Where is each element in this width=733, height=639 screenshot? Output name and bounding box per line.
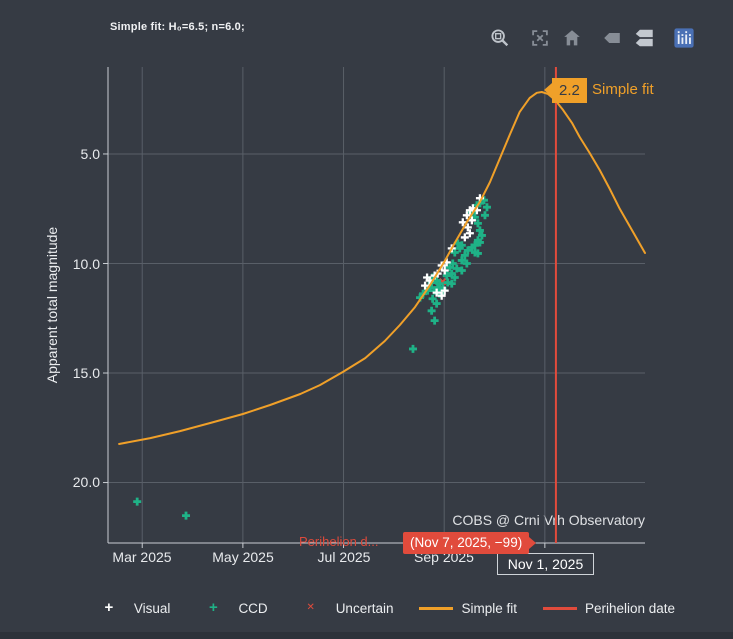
- uncertain-marker-swatch: ✕: [306, 602, 315, 613]
- y-tick-label: 5.0: [80, 146, 100, 162]
- y-tick-label: 15.0: [72, 365, 100, 381]
- plotly-logo-button[interactable]: [672, 27, 696, 51]
- legend-label: Uncertain: [335, 600, 394, 616]
- y-tick-label: 20.0: [72, 474, 100, 490]
- legend-item-visual[interactable]: + Visual: [92, 600, 171, 616]
- ccd-point: [133, 497, 142, 506]
- visual-point: [440, 266, 449, 275]
- ccd-point: [462, 259, 471, 268]
- legend: + Visual + CCD ✕ Uncertain Simple fit Pe…: [0, 600, 733, 616]
- visual-point: [467, 216, 476, 225]
- ccd-marker-swatch: +: [209, 599, 218, 616]
- ccd-point: [182, 511, 191, 520]
- ccd-point: [475, 238, 484, 247]
- x-axis-hover-label: Nov 1, 2025: [497, 553, 594, 575]
- hover-closest-icon: [601, 27, 623, 52]
- legend-item-uncertain[interactable]: ✕ Uncertain: [294, 600, 394, 616]
- reset-home-button[interactable]: [560, 27, 584, 51]
- box-zoom-button[interactable]: [488, 27, 512, 51]
- x-tick-label: May 2025: [212, 549, 274, 565]
- box-zoom-icon: [489, 27, 511, 52]
- legend-label: Simple fit: [461, 600, 517, 616]
- fit-parameters-text: Simple fit: H₀=6.5; n=6.0;: [110, 21, 245, 33]
- ccd-point: [463, 246, 472, 255]
- ccd-point: [450, 248, 459, 257]
- y-axis-title: Apparent total magnitude: [44, 226, 60, 384]
- ccd-point: [480, 211, 489, 220]
- legend-label: CCD: [238, 600, 268, 616]
- legend-item-ccd[interactable]: + CCD: [196, 599, 268, 616]
- plotly-logo-icon: [673, 27, 695, 52]
- ccd-point: [460, 251, 469, 260]
- window-bottom-edge: [0, 632, 733, 639]
- visual-point: [432, 288, 441, 297]
- visual-point: [458, 218, 467, 227]
- ccd-point: [452, 264, 461, 273]
- visual-point: [463, 223, 472, 232]
- x-tick-label: Jul 2025: [317, 549, 371, 565]
- home-icon: [561, 27, 583, 52]
- ccd-point: [455, 244, 464, 253]
- visual-point: [462, 211, 471, 220]
- hover-closest-button[interactable]: [600, 27, 624, 51]
- y-tick-label: 10.0: [72, 256, 100, 272]
- legend-label: Perihelion date: [585, 600, 676, 616]
- ccd-point: [473, 219, 482, 228]
- ccd-point: [450, 273, 459, 282]
- autoscale-icon: [529, 27, 551, 52]
- hover-tooltip: (Nov 7, 2025, −99): [403, 532, 537, 554]
- watermark-text: COBS @ Crni Vrh Observatory: [452, 512, 645, 528]
- ccd-point: [482, 203, 491, 212]
- ccd-point: [457, 266, 466, 275]
- ccd-point: [427, 306, 436, 315]
- hover-compare-button[interactable]: [632, 27, 656, 51]
- legend-label: Visual: [133, 600, 171, 616]
- hover-compare-icon: [632, 27, 656, 52]
- simple-fit-line-swatch: [419, 606, 454, 610]
- visual-marker-swatch: +: [104, 599, 114, 616]
- visual-point: [460, 233, 469, 242]
- ccd-point: [430, 316, 439, 325]
- peak-magnitude-annotation: 2.2: [544, 78, 587, 103]
- simple-fit-annotation-label: Simple fit: [592, 81, 654, 98]
- ccd-point: [475, 226, 484, 235]
- perihelion-line-swatch: [543, 606, 577, 610]
- ccd-point: [428, 294, 437, 303]
- visual-point: [421, 281, 430, 290]
- autoscale-button[interactable]: [528, 27, 552, 51]
- modebar-toolbar: [488, 27, 696, 51]
- visual-point: [440, 286, 449, 295]
- ccd-point: [447, 279, 456, 288]
- legend-item-perihelion-date[interactable]: Perihelion date: [543, 600, 675, 616]
- ccd-point: [432, 299, 441, 308]
- legend-item-simple-fit[interactable]: Simple fit: [419, 600, 517, 616]
- visual-point: [437, 291, 446, 300]
- visual-point: [465, 229, 474, 238]
- x-tick-label: Mar 2025: [112, 549, 172, 565]
- ccd-point: [408, 344, 417, 353]
- ccd-point: [445, 263, 454, 272]
- ccd-point: [457, 256, 466, 265]
- ccd-point: [473, 249, 482, 258]
- perihelion-line-label: Perihelion d...: [299, 534, 379, 549]
- simple-fit-curve: [118, 91, 646, 445]
- ccd-point: [477, 231, 486, 240]
- ccd-point: [442, 271, 451, 280]
